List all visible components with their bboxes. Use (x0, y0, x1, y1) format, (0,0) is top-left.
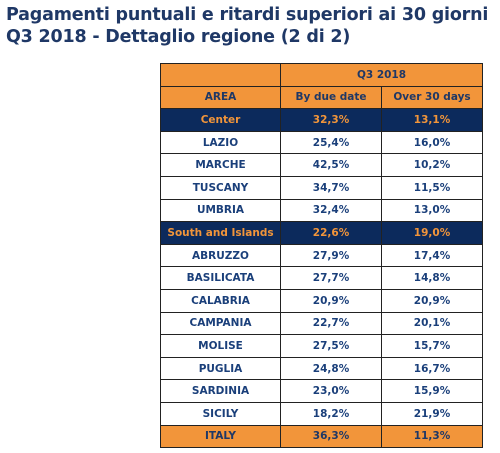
table-row: CALABRIA 20,9% 20,9% (160, 288, 483, 313)
table-row: CAMPANIA 22,7% 20,1% (160, 311, 483, 336)
period-header: Q3 2018 (280, 63, 483, 87)
over-30-days-cell: 15,7% (381, 334, 483, 358)
table-row: SICILY 18,2% 21,9% (160, 401, 483, 426)
by-due-date-cell: 22,6% (280, 221, 382, 245)
by-due-date-cell: 23,0% (280, 379, 382, 403)
by-due-date-cell: 20,9% (280, 288, 382, 313)
area-cell: MOLISE (160, 334, 281, 358)
area-cell: UMBRIA (160, 198, 281, 223)
column-header-by-due-date: By due date (280, 85, 382, 110)
by-due-date-cell: 18,2% (280, 401, 382, 426)
area-cell: BASILICATA (160, 266, 281, 290)
page-title: Pagamenti puntuali e ritardi superiori a… (6, 4, 488, 48)
table-row: UMBRIA 32,4% 13,0% (160, 198, 483, 223)
over-30-days-cell: 17,4% (381, 243, 483, 268)
by-due-date-cell: 32,3% (280, 108, 382, 132)
over-30-days-cell: 20,1% (381, 311, 483, 336)
area-cell: PUGLIA (160, 356, 281, 381)
by-due-date-cell: 34,7% (280, 175, 382, 200)
table-row: SARDINIA 23,0% 15,9% (160, 379, 483, 403)
over-30-days-cell: 16,0% (381, 130, 483, 155)
area-cell: Center (160, 108, 281, 132)
table-row: BASILICATA 27,7% 14,8% (160, 266, 483, 290)
area-cell: SICILY (160, 401, 281, 426)
by-due-date-cell: 32,4% (280, 198, 382, 223)
area-cell: ITALY (160, 424, 281, 449)
header-blank-cell (160, 63, 281, 87)
over-30-days-cell: 13,1% (381, 108, 483, 132)
over-30-days-cell: 10,2% (381, 153, 483, 177)
area-cell: TUSCANY (160, 175, 281, 200)
area-cell: ABRUZZO (160, 243, 281, 268)
by-due-date-cell: 22,7% (280, 311, 382, 336)
column-header-row: AREA By due date Over 30 days (160, 85, 483, 110)
table-row: TUSCANY 34,7% 11,5% (160, 175, 483, 200)
table-row: MOLISE 27,5% 15,7% (160, 334, 483, 358)
table-row: South and Islands 22,6% 19,0% (160, 221, 483, 245)
over-30-days-cell: 21,9% (381, 401, 483, 426)
area-cell: LAZIO (160, 130, 281, 155)
by-due-date-cell: 27,9% (280, 243, 382, 268)
table-row: MARCHE 42,5% 10,2% (160, 153, 483, 177)
over-30-days-cell: 11,5% (381, 175, 483, 200)
over-30-days-cell: 11,3% (381, 424, 483, 449)
over-30-days-cell: 15,9% (381, 379, 483, 403)
table-body: Center 32,3% 13,1% LAZIO 25,4% 16,0% MARCHE 42,… (160, 108, 483, 449)
column-header-over-30-days: Over 30 days (381, 85, 483, 110)
table-row: LAZIO 25,4% 16,0% (160, 130, 483, 155)
area-cell: MARCHE (160, 153, 281, 177)
area-cell: SARDINIA (160, 379, 281, 403)
by-due-date-cell: 25,4% (280, 130, 382, 155)
title-line-1: Pagamenti puntuali e ritardi superiori a… (6, 5, 489, 25)
over-30-days-cell: 13,0% (381, 198, 483, 223)
table-row: ITALY 36,3% 11,3% (160, 424, 483, 449)
over-30-days-cell: 16,7% (381, 356, 483, 381)
over-30-days-cell: 19,0% (381, 221, 483, 245)
period-header-row: Q3 2018 (160, 63, 483, 87)
title-line-2: Q3 2018 - Dettaglio regione (2 di 2) (6, 27, 351, 47)
by-due-date-cell: 24,8% (280, 356, 382, 381)
over-30-days-cell: 14,8% (381, 266, 483, 290)
column-header-area: AREA (160, 85, 281, 110)
table-row: ABRUZZO 27,9% 17,4% (160, 243, 483, 268)
by-due-date-cell: 36,3% (280, 424, 382, 449)
by-due-date-cell: 27,7% (280, 266, 382, 290)
by-due-date-cell: 42,5% (280, 153, 382, 177)
area-cell: CALABRIA (160, 288, 281, 313)
table-row: PUGLIA 24,8% 16,7% (160, 356, 483, 381)
regional-payments-table: Q3 2018 AREA By due date Over 30 days Ce… (160, 63, 483, 449)
over-30-days-cell: 20,9% (381, 288, 483, 313)
area-cell: CAMPANIA (160, 311, 281, 336)
table-row: Center 32,3% 13,1% (160, 108, 483, 132)
by-due-date-cell: 27,5% (280, 334, 382, 358)
area-cell: South and Islands (160, 221, 281, 245)
